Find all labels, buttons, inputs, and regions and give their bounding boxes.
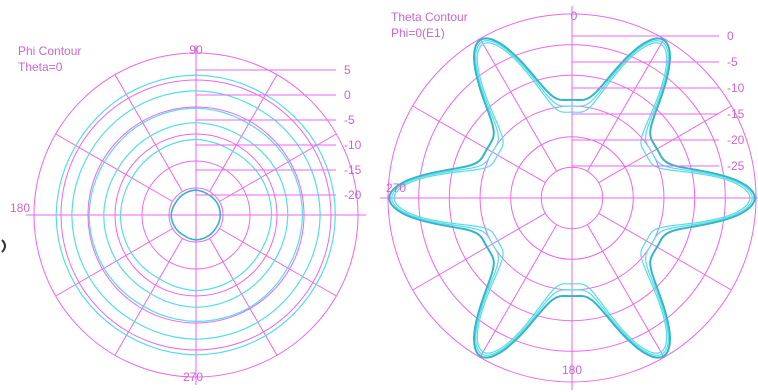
phi-contour-grid [26, 45, 366, 385]
radial-tick-label: -15 [344, 163, 362, 177]
phi-angle-label-90: 90 [189, 43, 203, 57]
contour-trace [88, 107, 304, 323]
contour-trace [393, 42, 751, 354]
phi-contour-title: Phi Contour [18, 44, 81, 58]
edge-mark [1, 239, 6, 253]
grid-spoke [479, 38, 558, 172]
theta-contour-chart: 0-5-10-15-20-25 Theta Contour Phi=0(E1) … [380, 6, 758, 390]
radial-tick-label: 5 [344, 63, 351, 77]
contour-trace [388, 37, 756, 359]
grid-spoke [114, 238, 183, 356]
phi-contour-chart: 5 0 -5 -10 -15 -20 Phi Contour Theta=0 90 180… [10, 43, 366, 385]
radial-tick-label: 0 [344, 88, 351, 102]
radial-tick-label: -15 [727, 107, 745, 121]
contour-trace [103, 122, 289, 308]
radial-tick-label: 0 [727, 29, 734, 43]
grid-spoke [55, 133, 173, 202]
phi-angle-label-180: 180 [10, 201, 30, 215]
phi-contour-subtitle: Theta=0 [18, 60, 63, 74]
theta-angle-label-180: 180 [562, 363, 582, 377]
grid-spoke [586, 224, 665, 358]
radial-tick-label: -10 [344, 138, 362, 152]
radial-tick-label: -5 [727, 55, 738, 69]
radial-tick-label: -20 [344, 188, 362, 202]
phi-contour-traces [55, 74, 336, 356]
phi-contour-radial-ticks: 5 0 -5 -10 -15 -20 [196, 63, 362, 202]
theta-contour-radial-ticks: 0 -5 -10 -15 -20 -25 [572, 29, 745, 173]
radial-tick-label: -25 [727, 159, 745, 173]
theta-contour-subtitle: Phi=0(E1) [391, 26, 445, 40]
radial-tick-label: -20 [727, 133, 745, 147]
theta-contour-traces [388, 37, 756, 359]
radial-tick-label: -10 [727, 81, 745, 95]
grid-spoke [598, 105, 732, 184]
contour-trace [119, 138, 273, 292]
grid-spoke [219, 228, 337, 297]
theta-angle-label-270: 270 [386, 181, 406, 195]
grid-spoke [412, 212, 546, 291]
grid-spoke [412, 105, 546, 184]
radial-tick-label: -5 [344, 113, 355, 127]
theta-contour-grid [380, 6, 758, 390]
theta-contour-title: Theta Contour [391, 10, 468, 24]
phi-angle-label-270: 270 [183, 370, 203, 384]
grid-spoke [209, 74, 278, 192]
contour-trace [170, 189, 222, 241]
grid-spoke [586, 38, 665, 172]
theta-angle-label-0: 0 [571, 9, 578, 23]
contour-trace [71, 90, 321, 340]
grid-spoke [479, 224, 558, 358]
contour-trace [391, 39, 753, 357]
grid-spoke [598, 212, 732, 291]
